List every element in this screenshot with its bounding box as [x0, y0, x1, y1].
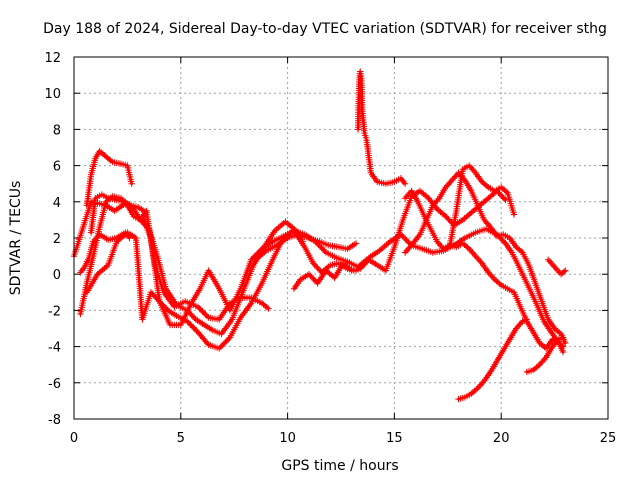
series-track-15	[523, 334, 567, 376]
series-markers	[83, 147, 135, 209]
series-markers	[401, 169, 569, 347]
x-tick-label: 20	[493, 431, 510, 446]
y-tick-label: 2	[53, 232, 61, 247]
series-track-10	[354, 68, 409, 187]
series-markers	[354, 68, 409, 187]
x-tick-label: 15	[386, 431, 403, 446]
series-markers	[139, 213, 567, 356]
y-tick-label: 0	[53, 268, 61, 283]
series-track-16	[545, 256, 569, 278]
series-track-5	[87, 191, 306, 338]
y-tick-label: -6	[48, 377, 61, 392]
series-track-6	[83, 147, 135, 209]
chart-title: Day 188 of 2024, Sidereal Day-to-day VTE…	[43, 21, 607, 37]
y-tick-label: 4	[53, 196, 61, 211]
y-tick-label: -4	[48, 341, 61, 356]
x-tick-label: 10	[279, 431, 296, 446]
series-line	[442, 242, 565, 350]
x-axis-label: GPS time / hours	[281, 458, 398, 474]
series-markers	[455, 316, 530, 403]
series-track-13	[440, 240, 567, 352]
series-markers	[252, 231, 360, 263]
series-track-4	[83, 227, 368, 352]
x-tick-label: 5	[177, 431, 185, 446]
series-track-14	[455, 316, 530, 403]
series-markers	[87, 191, 306, 338]
x-tick-label: 25	[600, 431, 617, 446]
ticks: 0 5 10 15 20 25 -8 -6 -4 -2 0 2 4 6 8 10 12	[44, 51, 616, 446]
series-markers	[545, 256, 569, 278]
y-tick-label: 10	[44, 87, 61, 102]
y-tick-label: -8	[48, 413, 61, 428]
y-tick-label: 8	[53, 123, 61, 138]
series-track-12	[401, 169, 569, 347]
series-markers	[83, 227, 368, 352]
series-line	[356, 70, 407, 185]
x-tick-label: 0	[70, 431, 78, 446]
y-tick-label: -2	[48, 304, 61, 319]
series-markers	[440, 240, 567, 352]
series-layer	[70, 68, 569, 403]
series-track-8	[252, 231, 360, 263]
series-markers	[523, 334, 567, 376]
grid	[74, 57, 608, 419]
y-axis-label: SDTVAR / TECUs	[8, 181, 24, 296]
y-tick-label: 12	[44, 51, 61, 66]
plot-frame	[73, 56, 609, 420]
y-tick-label: 6	[53, 160, 61, 175]
